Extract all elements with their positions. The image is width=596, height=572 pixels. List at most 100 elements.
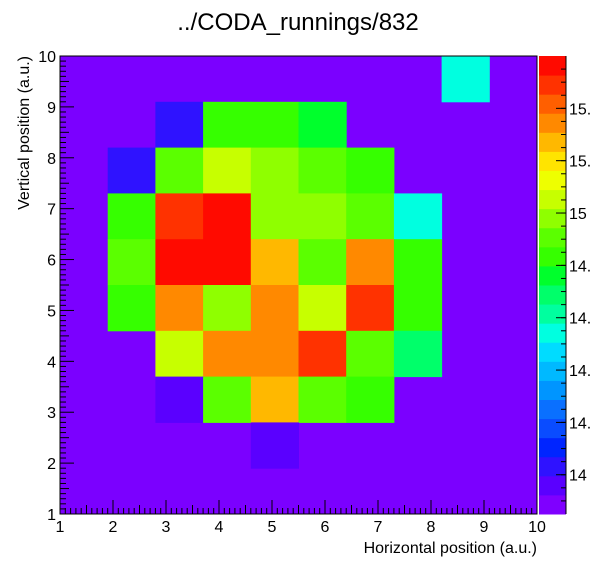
color-scale-segment (539, 113, 566, 133)
heatmap-cell (250, 101, 299, 149)
heatmap-cell (203, 330, 252, 378)
heatmap-cell (155, 101, 204, 149)
color-scale-segment (539, 494, 566, 515)
heatmap-cells (107, 56, 490, 469)
color-scale-segment (539, 56, 566, 76)
heatmap-cell (203, 239, 252, 286)
color-scale-tick-label: 14. (569, 258, 591, 275)
chart-title: ../CODA_runnings/832 (177, 9, 418, 36)
heatmap-cell (203, 376, 252, 423)
heatmap-cell (393, 330, 443, 378)
heatmap-cell (298, 330, 347, 378)
heatmap-cell (298, 147, 347, 194)
heatmap-cell (393, 285, 443, 332)
y-tick-label: 7 (47, 202, 56, 219)
heatmap-cell (250, 285, 299, 332)
heatmap-cell (298, 376, 347, 423)
color-scale-segment (539, 94, 566, 114)
heatmap-cell (346, 147, 395, 194)
heatmap-cell (346, 193, 395, 240)
heatmap-cell (107, 193, 156, 240)
y-tick-label: 5 (47, 303, 56, 320)
color-scale-segment (539, 418, 566, 439)
y-axis: 1 2 3 4 5 6 7 8 9 10 (38, 49, 74, 524)
x-axis: 1 2 3 4 5 6 7 8 9 10 (56, 500, 546, 536)
color-scale-segment (539, 170, 566, 191)
color-scale-tick-label: 14 (569, 468, 587, 485)
heatmap-cell (250, 239, 299, 286)
heatmap-cell (346, 285, 395, 332)
heatmap-cell (155, 147, 204, 194)
heatmap-cell (107, 147, 156, 194)
x-tick-label: 2 (109, 519, 118, 536)
y-tick-label: 9 (47, 100, 56, 117)
x-tick-label: 10 (528, 519, 546, 536)
heatmap-cell (393, 193, 443, 240)
x-axis-label: Horizontal position (a.u.) (364, 540, 537, 557)
y-tick-label: 10 (38, 49, 56, 66)
color-scale-tick-label: 15. (569, 101, 591, 118)
x-tick-label: 7 (374, 519, 383, 536)
heatmap-cell (155, 239, 204, 286)
color-scale-segment (539, 151, 566, 171)
color-scale-segment (539, 132, 566, 152)
heatmap-cell (250, 147, 299, 194)
color-scale-segment (539, 437, 566, 458)
heatmap-cell (298, 239, 347, 286)
x-tick-label: 3 (162, 519, 171, 536)
x-tick-label: 8 (427, 519, 436, 536)
heatmap-cell (107, 285, 156, 332)
heatmap-cell (107, 239, 156, 286)
color-scale-segment (539, 227, 566, 248)
heatmap-cell (346, 376, 395, 423)
color-scale-segment (539, 399, 566, 420)
y-tick-label: 3 (47, 405, 56, 422)
color-scale-segment (539, 304, 566, 324)
x-tick-label: 9 (480, 519, 489, 536)
heatmap-cell (155, 376, 204, 423)
color-scale-segment (539, 342, 566, 362)
heatmap-cell (203, 101, 252, 149)
heatmap-cell (250, 376, 299, 423)
y-axis-label: Vertical position (a.u.) (16, 56, 33, 210)
color-scale-tick-label: 14. (569, 363, 591, 380)
x-tick-label: 4 (215, 519, 224, 536)
color-scale-segment (539, 265, 566, 286)
color-scale-segment (539, 246, 566, 267)
color-scale-segment (539, 75, 566, 95)
color-scale-tick-label: 14. (569, 311, 591, 328)
heatmap-cell (346, 239, 395, 286)
color-scale: 14 14. 14. 14. 14. 15 15. 15. (539, 56, 591, 515)
heatmap-cell (155, 285, 204, 332)
color-scale-tick-label: 15. (569, 154, 591, 171)
heatmap-cell (155, 193, 204, 240)
color-scale-segment (539, 475, 566, 496)
heatmap-cell (250, 193, 299, 240)
x-tick-label: 1 (56, 519, 65, 536)
heatmap-cell (203, 285, 252, 332)
heatmap-cell (250, 422, 299, 469)
heatmap-cell (203, 147, 252, 194)
heatmap-cell (250, 330, 299, 378)
x-tick-label: 6 (321, 519, 330, 536)
heatmap-cell (298, 101, 347, 149)
heatmap-cell (393, 239, 443, 286)
heatmap-cell (298, 193, 347, 240)
color-scale-segment (539, 323, 566, 343)
color-scale-segment (539, 208, 566, 229)
y-tick-label: 6 (47, 253, 56, 270)
x-tick-label: 5 (268, 519, 277, 536)
y-tick-label: 4 (47, 354, 56, 371)
color-scale-tick-label: 14. (569, 415, 591, 432)
heatmap-cell (346, 330, 395, 378)
color-scale-segment (539, 361, 566, 381)
color-scale-segment (539, 285, 566, 305)
color-scale-segment (539, 456, 566, 477)
heatmap-cell (155, 330, 204, 378)
color-scale-segment (539, 189, 566, 210)
y-tick-label: 8 (47, 151, 56, 168)
y-tick-label: 2 (47, 456, 56, 473)
y-tick-label: 1 (47, 507, 56, 524)
color-scale-segment (539, 380, 566, 400)
